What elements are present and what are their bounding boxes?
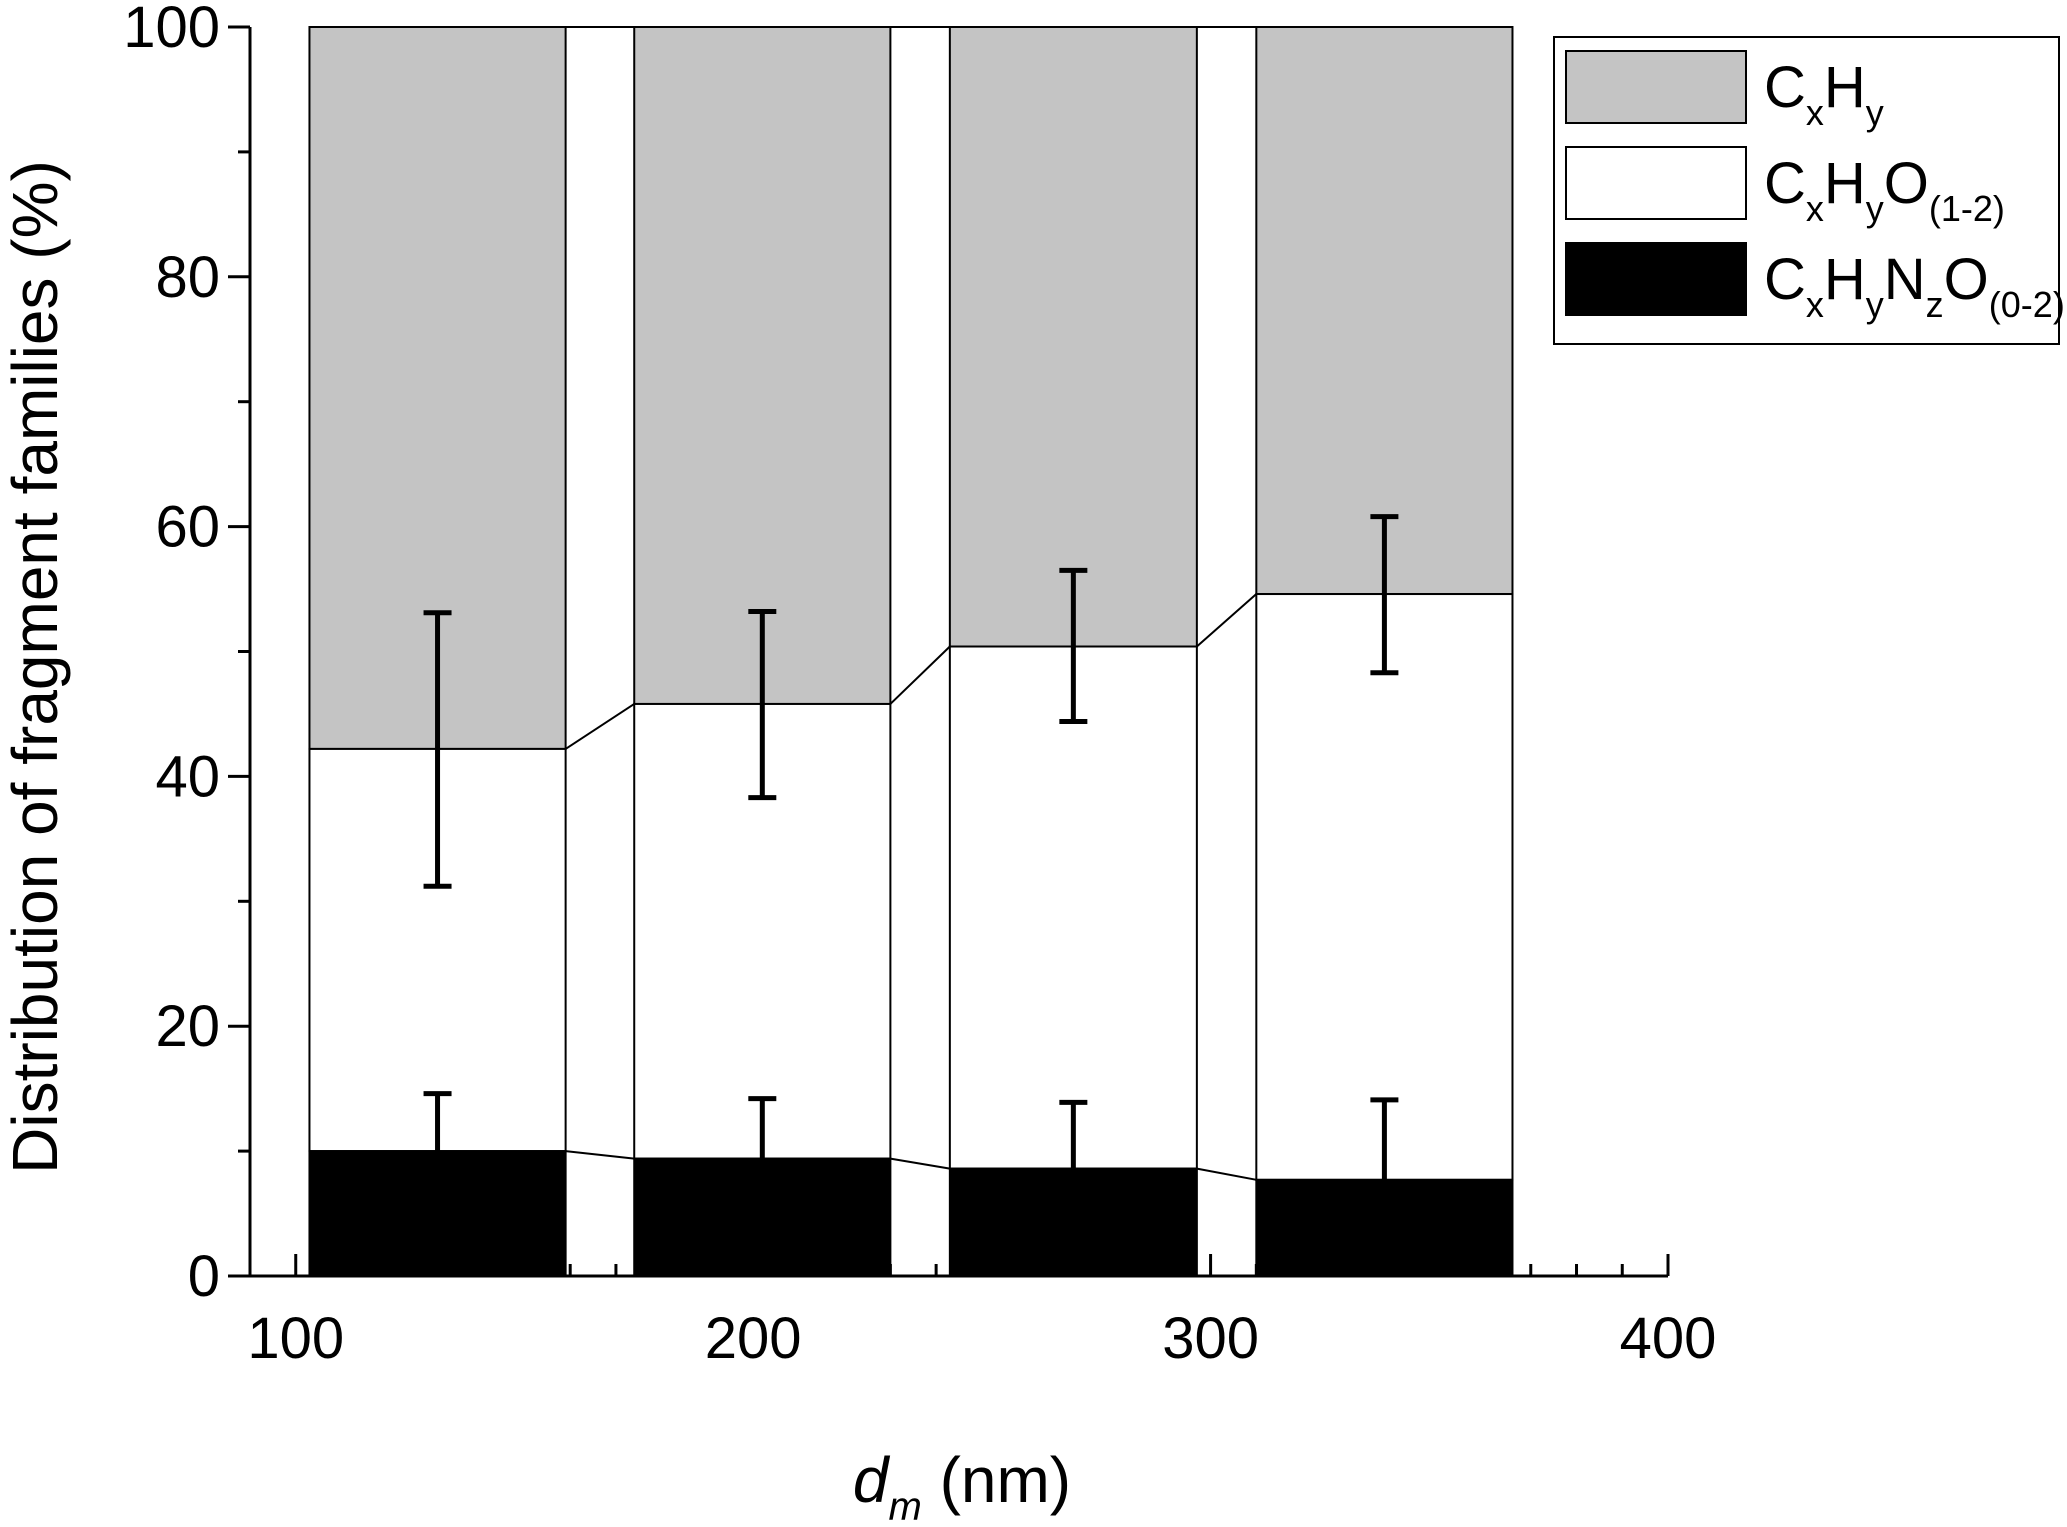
connector-oxygen-2 (889, 645, 951, 705)
bar-4-cxhynzo (1255, 1178, 1514, 1278)
connector-oxygen-1 (565, 703, 635, 750)
legend-label-part: x (1806, 188, 1824, 229)
x-tick-label: 200 (705, 1306, 802, 1371)
bar-3-cxhynzo (948, 1167, 1198, 1278)
connector-oxygen-3 (1196, 593, 1257, 648)
legend-swatch (1565, 146, 1747, 220)
x-axis-title-unit: (nm) (922, 1444, 1071, 1516)
y-tick-label: 100 (123, 0, 220, 60)
bars-layer (308, 26, 1514, 1278)
legend-label-part: (0-2) (1989, 284, 2065, 325)
bar-2-cxhynzo (633, 1157, 892, 1277)
legend-label: CxHyO(1-2) (1764, 151, 2005, 229)
legend-label-part: N (1884, 247, 1926, 312)
legend-label-part: C (1764, 55, 1806, 120)
y-tick-label: 20 (155, 994, 220, 1059)
legend-label-part: O (1944, 247, 1989, 312)
connector-nitrogen-2 (890, 1157, 951, 1170)
legend-label: CxHy (1764, 55, 1884, 133)
legend-label-part: (1-2) (1929, 188, 2005, 229)
legend-label-part: H (1824, 55, 1866, 120)
bar-4-cxhyo (1255, 593, 1514, 1181)
x-axis-title: dm (nm) (853, 1444, 1071, 1527)
x-tick-label: 400 (1620, 1306, 1717, 1371)
legend-label-part: x (1806, 284, 1824, 325)
legend-label-part: H (1824, 247, 1866, 312)
connector-nitrogen-1 (565, 1150, 635, 1160)
bar-3-cxhy (948, 26, 1198, 648)
legend-label-part: y (1866, 284, 1884, 325)
x-axis-title-subscript: m (888, 1485, 921, 1527)
bar-1-cxhynzo (308, 1150, 567, 1277)
y-tick-label: 60 (155, 495, 220, 560)
x-tick-label: 300 (1162, 1306, 1259, 1371)
y-tick-label: 40 (155, 744, 220, 809)
x-tick-label: 100 (247, 1306, 344, 1371)
y-axis-title: Distribution of fragment families (%) (0, 160, 71, 1174)
axes-layer: 0 20 40 60 80 100 100 200 300 400 (123, 0, 1716, 1371)
bar-3-cxhyo (948, 645, 1198, 1170)
bar-2-cxhy (633, 26, 892, 705)
legend-label-part: y (1866, 188, 1884, 229)
legend-label-part: C (1764, 151, 1806, 216)
legend-label-part: O (1884, 151, 1929, 216)
y-tick-label: 0 (188, 1244, 220, 1309)
bar-4-cxhy (1255, 26, 1514, 596)
legend-label: CxHyNzO(0-2) (1764, 247, 2065, 325)
x-axis-title-variable: d (853, 1444, 891, 1516)
legend-swatch (1565, 50, 1747, 124)
legend-label-part: y (1866, 92, 1884, 133)
legend-label-part: x (1806, 92, 1824, 133)
error-bars-layer (423, 514, 1399, 1180)
legend-swatch (1565, 242, 1747, 316)
y-tick-label: 80 (155, 245, 220, 310)
legend-label-part: z (1926, 284, 1944, 325)
legend-label-part: C (1764, 247, 1806, 312)
connectors-layer (565, 26, 1257, 1181)
connector-nitrogen-3 (1196, 1167, 1257, 1181)
legend-label-part: H (1824, 151, 1866, 216)
